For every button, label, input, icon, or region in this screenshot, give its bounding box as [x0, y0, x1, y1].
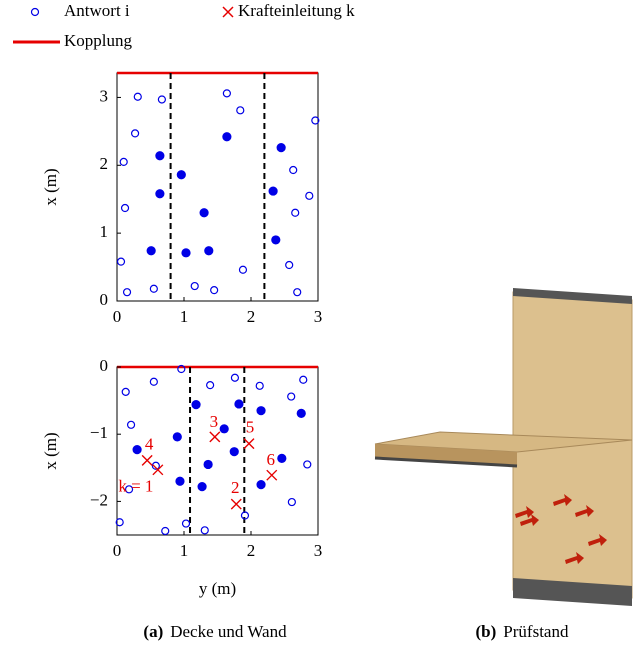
filled-point — [257, 407, 265, 415]
plot-frame — [117, 73, 318, 301]
force-cross — [244, 439, 254, 449]
x-tick-label: 2 — [247, 541, 256, 560]
filled-point — [204, 460, 212, 468]
filled-point — [230, 448, 238, 456]
x-tick-label: 3 — [314, 307, 323, 326]
open-point — [211, 287, 218, 294]
caption-text: Decke und Wand — [170, 622, 287, 641]
x-tick-label: 1 — [180, 307, 189, 326]
filled-point — [173, 433, 181, 441]
y-tick-label: 1 — [100, 222, 109, 241]
force-cross — [210, 432, 220, 442]
filled-point — [198, 483, 206, 491]
legend-label: Kopplung — [64, 31, 133, 50]
force-label: 5 — [246, 418, 255, 437]
force-cross — [153, 465, 163, 475]
force-cross — [267, 470, 277, 480]
filled-point — [223, 133, 231, 141]
open-point — [294, 289, 301, 296]
legend-label: Antwort i — [64, 1, 130, 20]
force-label: 2 — [231, 478, 240, 497]
force-cross — [142, 455, 152, 465]
open-point — [150, 378, 157, 385]
open-point — [132, 130, 139, 137]
caption-text: Prüfstand — [503, 622, 569, 641]
filled-point — [192, 401, 200, 409]
filled-point — [182, 249, 190, 257]
open-point — [300, 376, 307, 383]
y-axis-label: x (m) — [41, 432, 60, 469]
legend-marker — [32, 9, 39, 16]
force-label: 3 — [210, 412, 219, 431]
open-point — [158, 96, 165, 103]
y-tick-label: 0 — [100, 356, 109, 375]
x-tick-label: 0 — [113, 541, 122, 560]
open-point — [183, 520, 190, 527]
filled-point — [177, 171, 185, 179]
filled-point — [133, 446, 141, 454]
open-point — [223, 90, 230, 97]
caption: (b) Prüfstand — [476, 622, 569, 641]
open-point — [207, 382, 214, 389]
filled-point — [200, 209, 208, 217]
open-point — [162, 527, 169, 534]
open-point — [292, 209, 299, 216]
y-tick-label: −1 — [90, 423, 108, 442]
open-point — [306, 192, 313, 199]
open-point — [122, 388, 129, 395]
y-tick-label: 3 — [100, 86, 109, 105]
figure: Antwort i Krafteinleitung k Kopplung 0 1 2 3 0 1… — [0, 0, 643, 650]
x-axis-label: y (m) — [199, 579, 236, 598]
filled-point — [176, 477, 184, 485]
open-point — [231, 374, 238, 381]
y-tick-label: 0 — [100, 290, 109, 309]
force-label: k = 1 — [118, 477, 153, 496]
x-tick-label: 2 — [247, 307, 256, 326]
y-tick-label: 2 — [100, 154, 109, 173]
open-point — [256, 382, 263, 389]
open-point — [191, 283, 198, 290]
open-point — [150, 285, 157, 292]
filled-point — [277, 144, 285, 152]
open-point — [118, 258, 125, 265]
test-rig-illustration — [375, 288, 632, 606]
open-point — [201, 527, 208, 534]
filled-point — [235, 400, 243, 408]
x-tick-label: 3 — [314, 541, 323, 560]
open-point — [290, 167, 297, 174]
x-tick-label: 0 — [113, 307, 122, 326]
filled-point — [257, 481, 265, 489]
open-point — [239, 266, 246, 273]
filled-point — [147, 247, 155, 255]
filled-point — [272, 236, 280, 244]
open-point — [288, 499, 295, 506]
caption-label: (a) — [143, 622, 163, 641]
force-label: 6 — [267, 450, 276, 469]
open-point — [124, 289, 131, 296]
open-point — [134, 93, 141, 100]
open-point — [288, 393, 295, 400]
open-point — [286, 262, 293, 269]
filled-point — [278, 454, 286, 462]
open-point — [128, 421, 135, 428]
filled-point — [297, 409, 305, 417]
force-label: 4 — [145, 434, 154, 453]
legend-label: Krafteinleitung k — [238, 1, 355, 20]
caption-label: (b) — [476, 622, 497, 641]
y-tick-label: −2 — [90, 490, 108, 509]
filled-point — [220, 425, 228, 433]
caption: (a) Decke und Wand — [143, 622, 287, 641]
legend-marker — [223, 7, 233, 17]
open-point — [237, 107, 244, 114]
open-point — [120, 158, 127, 165]
open-point — [122, 205, 129, 212]
filled-point — [156, 190, 164, 198]
filled-point — [156, 152, 164, 160]
open-point — [304, 461, 311, 468]
x-tick-label: 1 — [180, 541, 189, 560]
filled-point — [269, 187, 277, 195]
force-cross — [231, 499, 241, 509]
filled-point — [205, 247, 213, 255]
y-axis-label: x (m) — [41, 168, 60, 205]
